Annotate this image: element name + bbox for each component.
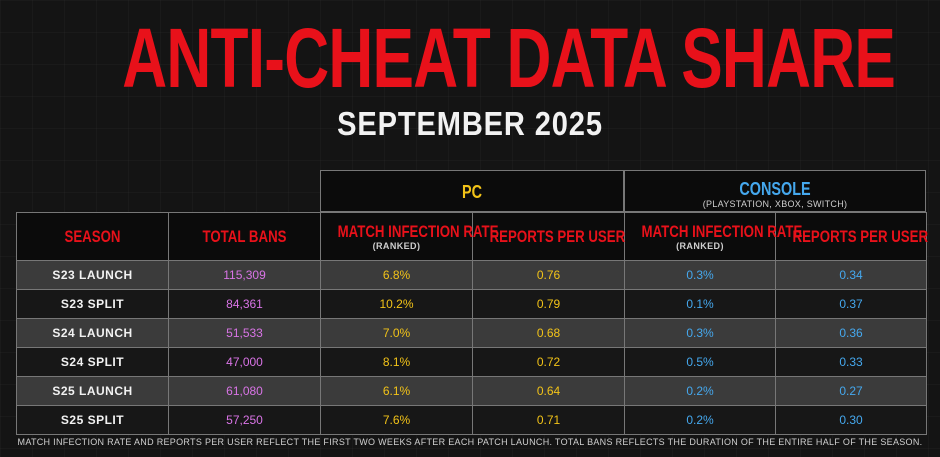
cell-season: S25 LAUNCH — [16, 376, 169, 406]
group-label-console: CONSOLE — [739, 179, 811, 199]
cell-console-infection-rate: 0.3% — [624, 260, 776, 290]
cell-console-infection-rate: 0.2% — [624, 405, 776, 435]
header-pc-infection-rate: MATCH INFECTION RATE (RANKED) — [320, 212, 498, 261]
header-pc-reports-per-user: REPORTS PER USER — [472, 212, 625, 261]
cell-pc-reports-per-user: 0.71 — [472, 405, 625, 435]
cell-total-bans: 61,080 — [168, 376, 321, 406]
cell-console-reports-per-user: 0.30 — [775, 405, 927, 435]
cell-console-infection-rate: 0.5% — [624, 347, 776, 377]
cell-pc-infection-rate: 7.0% — [320, 318, 473, 348]
cell-total-bans: 57,250 — [168, 405, 321, 435]
cell-total-bans: 115,309 — [168, 260, 321, 290]
header-total-bans: TOTAL BANS — [168, 212, 321, 261]
table-row: S24 LAUNCH 51,533 7.0% 0.68 0.3% 0.36 — [16, 318, 927, 348]
cell-pc-infection-rate: 8.1% — [320, 347, 473, 377]
cell-pc-reports-per-user: 0.76 — [472, 260, 625, 290]
cell-pc-reports-per-user: 0.72 — [472, 347, 625, 377]
cell-season: S23 SPLIT — [16, 289, 169, 319]
cell-season: S24 SPLIT — [16, 347, 169, 377]
header-console-infection-rate: MATCH INFECTION RATE (RANKED) — [624, 212, 802, 261]
group-sublabel-console: (PLAYSTATION, XBOX, SWITCH) — [702, 199, 848, 209]
table-row: S25 SPLIT 57,250 7.6% 0.71 0.2% 0.30 — [16, 405, 927, 435]
header-console-reports-per-user: REPORTS PER USER — [775, 212, 928, 261]
page-title: ANTI-CHEAT DATA SHARE — [122, 11, 896, 105]
cell-total-bans: 51,533 — [168, 318, 321, 348]
group-header-pc: PC — [320, 170, 624, 212]
cell-pc-reports-per-user: 0.68 — [472, 318, 625, 348]
cell-pc-infection-rate: 6.8% — [320, 260, 473, 290]
table-header-row: SEASON TOTAL BANS MATCH INFECTION RATE (R… — [16, 212, 928, 261]
cell-console-reports-per-user: 0.36 — [775, 318, 927, 348]
anti-cheat-table: SEASON TOTAL BANS MATCH INFECTION RATE (R… — [16, 212, 928, 435]
cell-console-reports-per-user: 0.27 — [775, 376, 927, 406]
cell-pc-infection-rate: 7.6% — [320, 405, 473, 435]
cell-pc-reports-per-user: 0.79 — [472, 289, 625, 319]
cell-pc-infection-rate: 6.1% — [320, 376, 473, 406]
group-label-pc: PC — [461, 182, 482, 202]
table-row: S23 LAUNCH 115,309 6.8% 0.76 0.3% 0.34 — [16, 260, 927, 290]
cell-season: S24 LAUNCH — [16, 318, 169, 348]
cell-pc-infection-rate: 10.2% — [320, 289, 473, 319]
header-season: SEASON — [16, 212, 169, 261]
group-header-console: CONSOLE (PLAYSTATION, XBOX, SWITCH) — [624, 170, 926, 212]
cell-console-reports-per-user: 0.33 — [775, 347, 927, 377]
table-row: S24 SPLIT 47,000 8.1% 0.72 0.5% 0.33 — [16, 347, 927, 377]
table-row: S23 SPLIT 84,361 10.2% 0.79 0.1% 0.37 — [16, 289, 927, 319]
cell-total-bans: 47,000 — [168, 347, 321, 377]
cell-console-reports-per-user: 0.37 — [775, 289, 927, 319]
cell-console-infection-rate: 0.3% — [624, 318, 776, 348]
footnote: MATCH INFECTION RATE AND REPORTS PER USE… — [17, 437, 923, 447]
cell-total-bans: 84,361 — [168, 289, 321, 319]
cell-pc-reports-per-user: 0.64 — [472, 376, 625, 406]
cell-season: S23 LAUNCH — [16, 260, 169, 290]
table-row: S25 LAUNCH 61,080 6.1% 0.64 0.2% 0.27 — [16, 376, 927, 406]
page-subtitle: SEPTEMBER 2025 — [337, 105, 603, 142]
cell-console-infection-rate: 0.1% — [624, 289, 776, 319]
cell-console-reports-per-user: 0.34 — [775, 260, 927, 290]
cell-season: S25 SPLIT — [16, 405, 169, 435]
cell-console-infection-rate: 0.2% — [624, 376, 776, 406]
